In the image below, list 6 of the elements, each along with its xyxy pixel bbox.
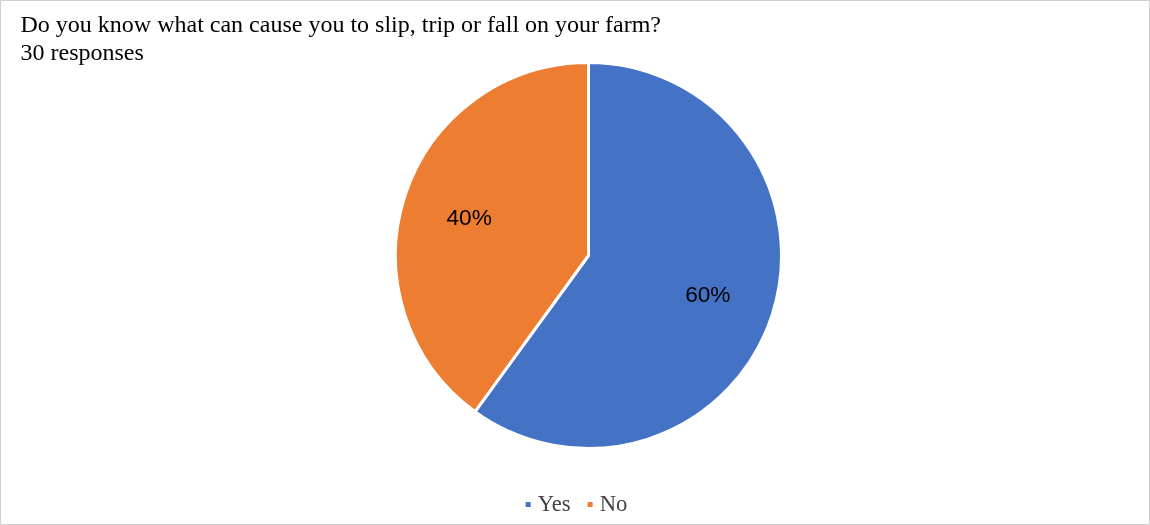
data-label: 60% xyxy=(685,281,731,308)
data-label: 40% xyxy=(446,203,492,230)
chart-title: Do you know what can cause you to slip, trip or fall on your farm? xyxy=(20,10,662,37)
text: 30 responses xyxy=(20,38,144,65)
legend-label: No xyxy=(599,491,628,517)
legend-label: Yes xyxy=(537,491,571,517)
